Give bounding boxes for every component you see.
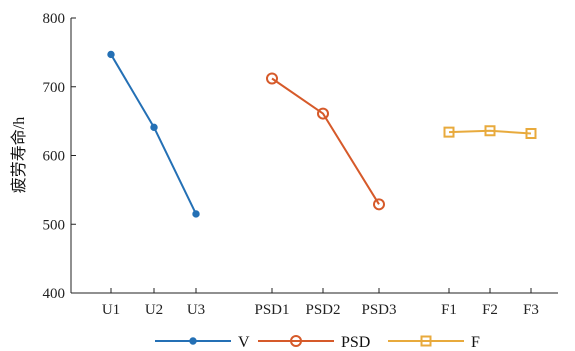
series-psd bbox=[266, 72, 385, 211]
legend-label: PSD bbox=[341, 334, 370, 351]
data-point bbox=[373, 198, 385, 211]
legend-item-v: V bbox=[155, 334, 250, 351]
series-f bbox=[443, 125, 537, 139]
x-tick-label: F1 bbox=[441, 302, 457, 318]
legend-label: V bbox=[238, 334, 250, 351]
series-layer bbox=[107, 50, 537, 218]
x-tick-label: F2 bbox=[482, 302, 498, 318]
y-tick-label: 800 bbox=[43, 11, 66, 27]
series-line bbox=[448, 129, 532, 135]
y-tick-label: 600 bbox=[43, 149, 66, 165]
data-point bbox=[317, 107, 329, 120]
data-point bbox=[443, 126, 455, 138]
legend-label: F bbox=[471, 334, 480, 351]
x-tick-label: U1 bbox=[102, 302, 120, 318]
y-axis-title: 疲劳寿命/h bbox=[10, 117, 28, 193]
data-point bbox=[266, 72, 278, 85]
data-point bbox=[150, 123, 158, 132]
x-tick-label: PSD1 bbox=[254, 302, 289, 318]
y-tick-label: 700 bbox=[43, 80, 66, 96]
data-point bbox=[484, 125, 496, 137]
x-tick-label: U2 bbox=[145, 302, 163, 318]
series-line bbox=[271, 77, 380, 205]
x-tick-label: PSD3 bbox=[361, 302, 396, 318]
data-point bbox=[189, 337, 197, 345]
data-point bbox=[525, 128, 537, 139]
x-tick-label: PSD2 bbox=[305, 302, 340, 318]
x-tick-label: U3 bbox=[187, 302, 205, 318]
legend-item-psd: PSD bbox=[258, 334, 370, 351]
series-line bbox=[110, 53, 197, 215]
x-tick-label: F3 bbox=[523, 302, 539, 318]
series-v bbox=[107, 50, 200, 218]
legend-item-f: F bbox=[388, 334, 480, 351]
data-point bbox=[420, 335, 432, 347]
y-tick-label: 400 bbox=[43, 286, 66, 302]
y-tick-label: 500 bbox=[43, 217, 66, 233]
axes: 400 500 600 700 800 U1 U2 U3 PSD1 PSD2 PSD3 F1 F2 F3 bbox=[43, 11, 558, 318]
data-point bbox=[107, 50, 115, 59]
data-point bbox=[192, 210, 200, 218]
legend: V PSD F bbox=[155, 334, 480, 351]
data-point bbox=[290, 335, 302, 347]
